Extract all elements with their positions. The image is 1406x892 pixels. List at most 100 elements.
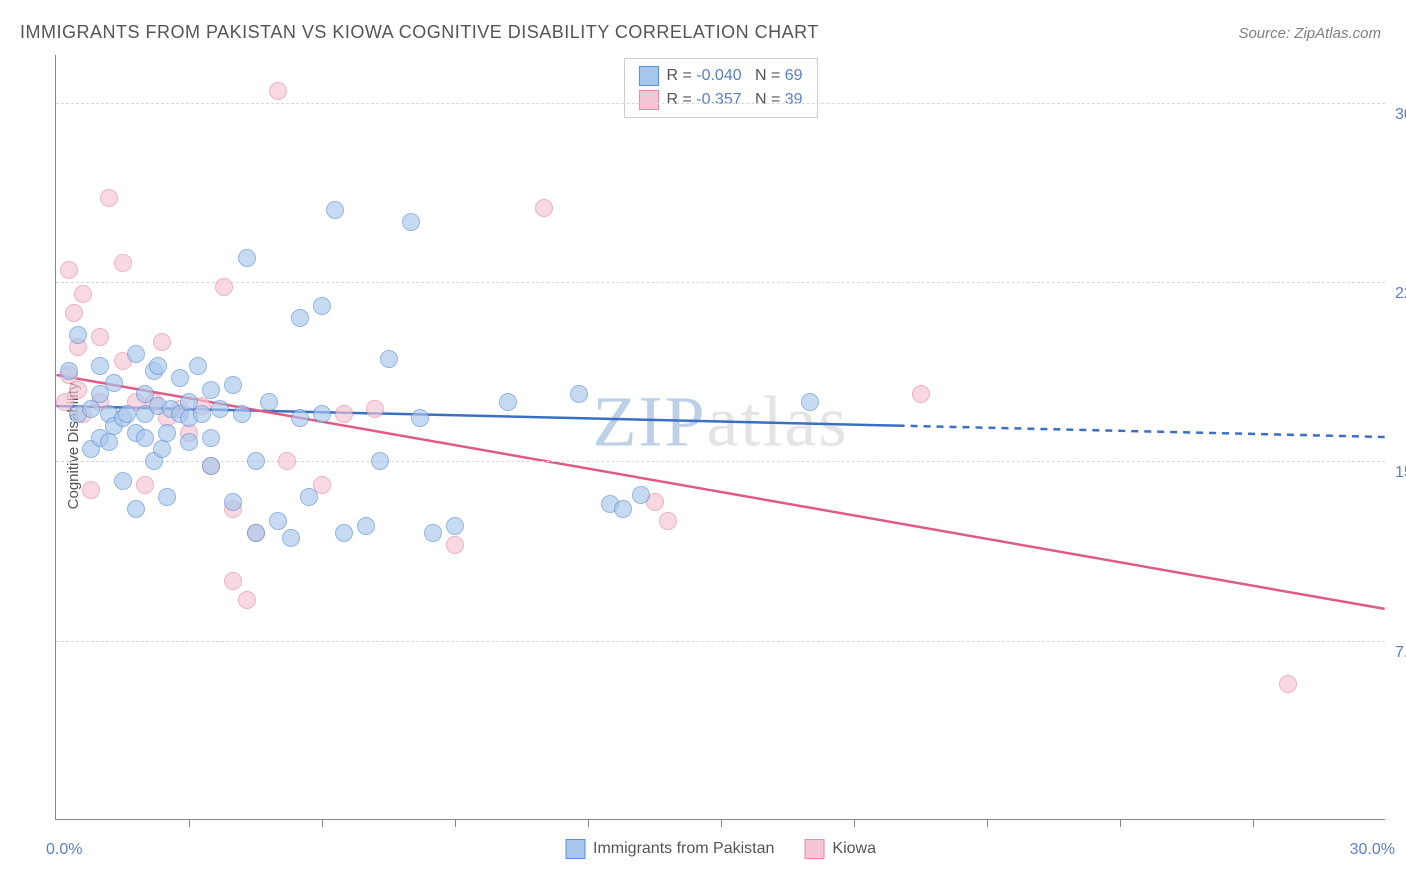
scatter-point: [912, 385, 930, 403]
scatter-point: [202, 457, 220, 475]
scatter-point: [215, 278, 233, 296]
scatter-point: [278, 452, 296, 470]
scatter-point: [153, 440, 171, 458]
scatter-point: [499, 393, 517, 411]
trend-lines: [56, 55, 1385, 819]
scatter-point: [69, 326, 87, 344]
x-tick-mark: [189, 819, 190, 827]
scatter-point: [238, 249, 256, 267]
x-tick-mark: [1253, 819, 1254, 827]
scatter-point: [371, 452, 389, 470]
scatter-point: [291, 409, 309, 427]
legend-swatch-pink: [804, 839, 824, 859]
scatter-point: [180, 433, 198, 451]
scatter-point: [127, 500, 145, 518]
scatter-point: [380, 350, 398, 368]
scatter-point: [171, 369, 189, 387]
scatter-point: [269, 512, 287, 530]
scatter-point: [424, 524, 442, 542]
scatter-point: [105, 374, 123, 392]
scatter-point: [535, 199, 553, 217]
stats-legend: R = -0.040 N = 69 R = -0.357 N = 39: [623, 58, 817, 118]
scatter-point: [136, 476, 154, 494]
x-tick-mark: [1120, 819, 1121, 827]
scatter-point: [211, 400, 229, 418]
y-tick-label: 22.5%: [1395, 285, 1406, 303]
x-axis-max-label: 30.0%: [1350, 841, 1395, 859]
source-label: Source: ZipAtlas.com: [1238, 25, 1381, 42]
scatter-point: [335, 405, 353, 423]
scatter-point: [153, 333, 171, 351]
scatter-point: [127, 345, 145, 363]
gridline: [56, 103, 1385, 104]
x-tick-mark: [455, 819, 456, 827]
scatter-point: [136, 429, 154, 447]
scatter-point: [100, 433, 118, 451]
x-tick-mark: [987, 819, 988, 827]
scatter-point: [158, 424, 176, 442]
scatter-point: [269, 82, 287, 100]
legend-swatch-blue: [565, 839, 585, 859]
y-tick-label: 15.0%: [1395, 464, 1406, 482]
scatter-point: [224, 572, 242, 590]
scatter-point: [202, 381, 220, 399]
series-legend-item-2: Kiowa: [804, 839, 876, 859]
scatter-point: [247, 524, 265, 542]
scatter-point: [366, 400, 384, 418]
scatter-point: [65, 304, 83, 322]
scatter-point: [300, 488, 318, 506]
x-tick-mark: [322, 819, 323, 827]
scatter-point: [247, 452, 265, 470]
scatter-point: [614, 500, 632, 518]
stats-legend-row-2: R = -0.357 N = 39: [638, 88, 802, 112]
chart-container: IMMIGRANTS FROM PAKISTAN VS KIOWA COGNIT…: [0, 0, 1406, 892]
x-tick-mark: [588, 819, 589, 827]
scatter-point: [189, 357, 207, 375]
scatter-point: [411, 409, 429, 427]
scatter-point: [91, 328, 109, 346]
plot-area: ZIPatlas R = -0.040 N = 69 R = -0.357 N …: [55, 55, 1385, 820]
scatter-point: [260, 393, 278, 411]
scatter-point: [82, 481, 100, 499]
scatter-point: [60, 261, 78, 279]
y-tick-label: 30.0%: [1395, 106, 1406, 124]
legend-swatch-pink: [638, 90, 658, 110]
scatter-point: [402, 213, 420, 231]
scatter-point: [446, 536, 464, 554]
scatter-point: [570, 385, 588, 403]
x-tick-mark: [721, 819, 722, 827]
scatter-point: [114, 472, 132, 490]
scatter-point: [1279, 675, 1297, 693]
scatter-point: [233, 405, 251, 423]
scatter-point: [100, 189, 118, 207]
scatter-point: [158, 488, 176, 506]
scatter-point: [114, 254, 132, 272]
scatter-point: [313, 297, 331, 315]
stats-legend-row-1: R = -0.040 N = 69: [638, 64, 802, 88]
y-tick-label: 7.5%: [1395, 644, 1406, 662]
scatter-point: [60, 362, 78, 380]
x-axis-min-label: 0.0%: [46, 841, 82, 859]
scatter-point: [69, 381, 87, 399]
scatter-point: [291, 309, 309, 327]
scatter-point: [224, 493, 242, 511]
scatter-point: [202, 429, 220, 447]
scatter-point: [659, 512, 677, 530]
scatter-point: [91, 357, 109, 375]
gridline: [56, 282, 1385, 283]
watermark-prefix: ZIP: [593, 381, 707, 461]
scatter-point: [335, 524, 353, 542]
scatter-point: [193, 405, 211, 423]
watermark-suffix: atlas: [707, 381, 849, 461]
scatter-point: [224, 376, 242, 394]
scatter-point: [149, 357, 167, 375]
scatter-point: [74, 285, 92, 303]
legend-swatch-blue: [638, 66, 658, 86]
series-legend-item-1: Immigrants from Pakistan: [565, 839, 774, 859]
chart-title: IMMIGRANTS FROM PAKISTAN VS KIOWA COGNIT…: [20, 22, 819, 43]
scatter-point: [238, 591, 256, 609]
scatter-point: [313, 405, 331, 423]
scatter-point: [118, 405, 136, 423]
gridline: [56, 641, 1385, 642]
scatter-point: [632, 486, 650, 504]
